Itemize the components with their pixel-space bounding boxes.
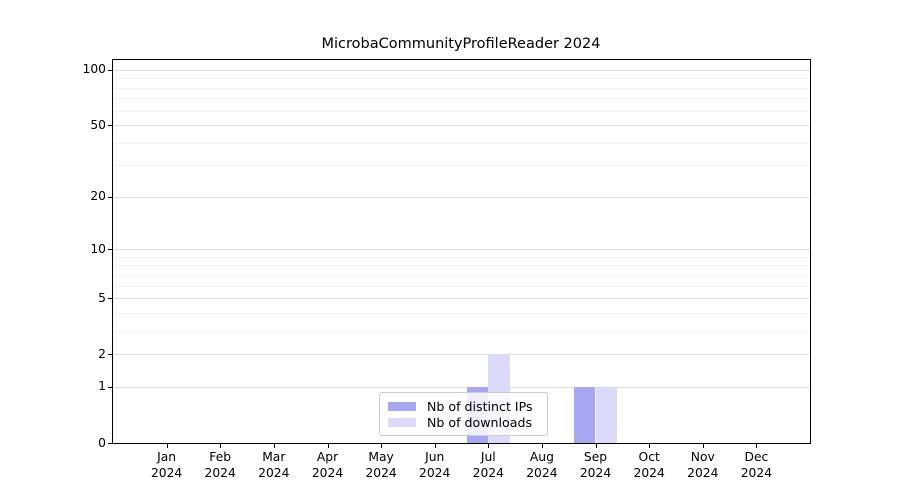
x-tick-mark [220, 444, 222, 448]
x-tick-mark [381, 444, 383, 448]
gridline-minor [113, 165, 810, 167]
y-tick-mark [108, 196, 112, 198]
x-tick-mark [595, 444, 597, 448]
chart-title: MicrobaCommunityProfileReader 2024 [321, 36, 601, 52]
legend-item-downloads: Nb of downloads [388, 414, 538, 430]
legend-label-distinct-ips: Nb of distinct IPs [427, 398, 533, 414]
x-tick-label: Jun 2024 [419, 450, 451, 480]
legend-swatch-downloads [388, 417, 416, 427]
gridline-major [113, 298, 810, 300]
x-tick-label: Sep 2024 [579, 450, 612, 480]
x-tick-label: Feb 2024 [204, 450, 236, 480]
plot-area [112, 59, 811, 444]
x-tick-mark [756, 444, 758, 448]
x-tick-label: Jul 2024 [472, 450, 504, 480]
x-tick-label: Mar 2024 [258, 450, 290, 480]
y-tick-mark [108, 249, 112, 251]
gridline-minor [113, 285, 810, 287]
y-tick-label: 2 [98, 346, 106, 361]
gridline-major [113, 354, 810, 356]
x-tick-label: May 2024 [365, 450, 397, 480]
x-tick-mark [649, 444, 651, 448]
x-tick-label: Dec 2024 [740, 450, 773, 480]
x-tick-mark [327, 444, 329, 448]
y-tick-label: 5 [98, 290, 106, 305]
y-tick-label: 50 [90, 117, 106, 132]
y-tick-mark [108, 443, 112, 444]
legend-swatch-distinct-ips [388, 401, 416, 411]
y-tick-label: 1 [98, 379, 106, 394]
y-tick-label: 10 [90, 241, 106, 256]
x-tick-mark [166, 444, 168, 448]
gridline-minor [113, 265, 810, 267]
gridline-minor [113, 87, 810, 89]
gridline-major [113, 249, 810, 251]
gridline-major [113, 196, 810, 198]
gridline-major [113, 386, 810, 388]
gridline-minor [113, 330, 810, 332]
gridline-minor [113, 274, 810, 276]
x-tick-mark [702, 444, 704, 448]
x-tick-mark [488, 444, 490, 448]
x-tick-label: Oct 2024 [633, 450, 665, 480]
gridline-minor [113, 256, 810, 258]
x-tick-mark [541, 444, 543, 448]
gridline-minor [113, 142, 810, 144]
x-tick-mark [273, 444, 275, 448]
y-tick-label: 100 [82, 62, 106, 77]
y-tick-mark [108, 69, 112, 71]
x-tick-label: Aug 2024 [526, 450, 558, 480]
plot-inner [113, 60, 810, 443]
legend-item-distinct-ips: Nb of distinct IPs [388, 398, 538, 414]
gridline-minor [113, 78, 810, 80]
gridline-minor [113, 312, 810, 314]
y-tick-label: 20 [90, 189, 106, 204]
bar-distinct-ips [574, 386, 596, 443]
x-tick-label: Apr 2024 [311, 450, 344, 480]
legend: Nb of distinct IPs Nb of downloads [379, 392, 548, 436]
y-tick-label: 0 [98, 435, 106, 450]
gridline-major [113, 125, 810, 126]
legend-label-downloads: Nb of downloads [427, 414, 533, 430]
x-tick-label: Nov 2024 [687, 450, 719, 480]
x-tick-label: Jan 2024 [150, 450, 183, 480]
x-tick-mark [434, 444, 436, 448]
y-tick-mark [108, 125, 112, 126]
gridline-major [113, 69, 810, 71]
y-tick-mark [108, 386, 112, 388]
gridline-minor [113, 110, 810, 112]
y-tick-mark [108, 354, 112, 356]
gridline-minor [113, 98, 810, 100]
y-tick-mark [108, 298, 112, 300]
bar-downloads [595, 386, 617, 443]
